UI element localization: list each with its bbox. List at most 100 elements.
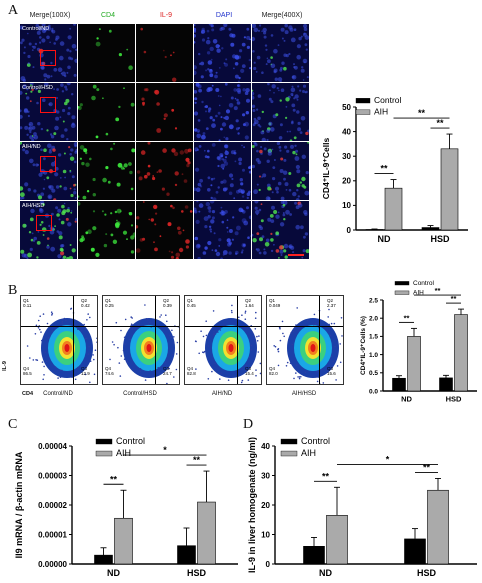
- cell-dot: [283, 39, 286, 42]
- event-dot: [115, 321, 118, 324]
- cell-dot: [281, 61, 285, 65]
- cell-dot: [260, 145, 263, 149]
- cell-dot: [25, 92, 28, 95]
- cell-dot: [79, 145, 85, 150]
- cell-dot: [184, 148, 189, 154]
- cell-dot: [299, 181, 302, 184]
- cell-dot: [198, 62, 202, 65]
- cell-dot: [296, 169, 301, 174]
- microscopy-row-label: Control/HSD: [22, 85, 53, 91]
- event-dot: [145, 318, 148, 320]
- cell-dot: [274, 77, 278, 81]
- cell-dot: [28, 42, 32, 46]
- flow-density: [194, 304, 261, 384]
- cell-dot: [29, 100, 32, 103]
- cell-dot: [42, 98, 46, 102]
- cell-dot: [195, 167, 200, 172]
- cell-dot: [27, 62, 30, 65]
- cell-dot: [284, 182, 289, 187]
- event-dot: [213, 331, 215, 333]
- cell-dot: [283, 53, 287, 57]
- flow-plot: Q1 0.049 Q2 2.37 Q3 15.6 Q4 82.0: [266, 295, 344, 385]
- cell-dot: [118, 53, 122, 57]
- microscopy-texture: [136, 201, 193, 259]
- cell-dot: [50, 61, 53, 65]
- cell-dot: [130, 187, 134, 191]
- cell-dot: [40, 65, 45, 70]
- event-dot: [50, 311, 53, 313]
- microscopy-image: [252, 201, 309, 259]
- cell-dot: [292, 251, 295, 254]
- event-dot: [316, 380, 319, 383]
- cell-dot: [82, 195, 87, 200]
- cell-dot: [47, 244, 49, 247]
- cell-dot: [299, 89, 302, 92]
- cell-dot: [170, 255, 175, 259]
- cell-dot: [110, 147, 113, 151]
- quadrant-name: Q4: [23, 366, 30, 371]
- cell-dot: [22, 196, 25, 200]
- bar-aih: [454, 314, 468, 392]
- cell-dot: [54, 225, 56, 227]
- y-tick-label: 10: [261, 530, 270, 539]
- cell-dot: [136, 225, 139, 229]
- quadrant-line-horizontal: [267, 326, 343, 327]
- cell-dot: [235, 127, 240, 131]
- cell-dot: [56, 97, 58, 99]
- significance-mark: *: [163, 445, 167, 455]
- cell-dot: [73, 191, 77, 195]
- cell-dot: [270, 63, 276, 69]
- quadrant-value: 0.45: [187, 303, 196, 308]
- cell-dot: [304, 61, 306, 64]
- quadrant-q1-label: Q1 0.45: [187, 298, 196, 308]
- cell-dot: [197, 130, 200, 133]
- quadrant-name: Q3: [163, 366, 170, 371]
- cell-dot: [205, 127, 209, 130]
- cell-dot: [271, 191, 274, 194]
- cell-dot: [246, 45, 250, 49]
- cell-dot: [267, 217, 272, 222]
- cell-dot: [248, 58, 251, 62]
- event-dot: [333, 322, 336, 325]
- cell-dot: [38, 172, 43, 177]
- quadrant-q2-label: Q2 0.39: [163, 298, 172, 308]
- cell-dot: [46, 129, 49, 132]
- cell-dot: [258, 208, 262, 212]
- cell-dot: [23, 51, 26, 55]
- cell-dot: [295, 224, 300, 230]
- y-tick-label: 30: [342, 152, 351, 161]
- cell-dot: [26, 96, 30, 100]
- event-dot: [255, 311, 257, 314]
- cell-dot: [30, 84, 32, 87]
- event-dot: [217, 331, 219, 333]
- cell-dot: [154, 89, 160, 95]
- cell-dot: [49, 41, 51, 44]
- event-dot: [285, 365, 288, 367]
- event-dot: [170, 348, 172, 350]
- cell-dot: [238, 157, 243, 162]
- cell-dot: [240, 182, 244, 186]
- cell-dot: [73, 183, 76, 187]
- cell-dot: [64, 74, 67, 78]
- cell-dot: [204, 225, 208, 229]
- cell-dot: [208, 225, 212, 228]
- cell-dot: [253, 27, 259, 33]
- cell-dot: [267, 83, 270, 86]
- cell-dot: [71, 248, 76, 253]
- cell-dot: [29, 158, 34, 164]
- cell-dot: [291, 94, 294, 97]
- cell-dot: [53, 198, 57, 200]
- cell-dot: [85, 162, 90, 167]
- cell-dot: [273, 48, 278, 54]
- cell-dot: [47, 143, 52, 149]
- legend-label: AIH: [413, 290, 424, 297]
- cell-dot: [143, 88, 147, 92]
- cell-dot: [280, 80, 282, 82]
- cell-dot: [234, 62, 239, 66]
- quadrant-q3-label: Q3 12.9: [81, 366, 90, 376]
- cell-dot: [279, 249, 284, 254]
- event-dot: [120, 329, 122, 332]
- cell-dot: [236, 101, 241, 105]
- event-dot: [157, 366, 159, 369]
- cell-dot: [261, 176, 263, 178]
